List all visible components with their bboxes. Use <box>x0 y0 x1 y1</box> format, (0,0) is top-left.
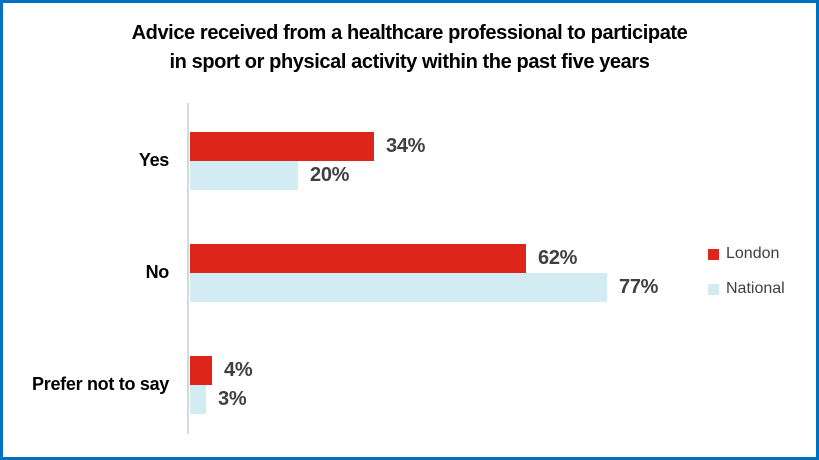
bar-national-yes <box>190 161 298 190</box>
value-label-london-yes: 34% <box>386 135 426 157</box>
national-swatch-icon <box>708 283 719 295</box>
category-label-prefer-not-to-say: Prefer not to say <box>32 374 169 394</box>
value-label-national-no: 77% <box>619 276 659 298</box>
bar-london-no <box>190 244 526 273</box>
category-label-yes: Yes <box>138 150 169 170</box>
chart-title-line2: in sport or physical activity within the… <box>169 51 650 73</box>
legend-item-london: London <box>708 243 785 265</box>
bar-london-yes <box>190 132 374 161</box>
chart-title-line1: Advice received from a healthcare profes… <box>131 22 688 44</box>
y-axis-line <box>187 103 189 434</box>
value-label-london-prefer-not-to-say: 4% <box>224 359 253 381</box>
value-label-national-prefer-not-to-say: 3% <box>218 388 247 410</box>
value-label-london-no: 62% <box>538 247 578 269</box>
chart-title: Advice received from a healthcare profes… <box>3 19 816 77</box>
legend-label-london: London <box>726 245 780 262</box>
bar-national-prefer-not-to-say <box>190 385 206 414</box>
bar-national-no <box>190 273 607 302</box>
london-swatch-icon <box>708 248 719 260</box>
legend-label-national: National <box>726 280 785 297</box>
bar-london-prefer-not-to-say <box>190 356 212 385</box>
legend-item-national: National <box>708 278 785 300</box>
value-label-national-yes: 20% <box>310 164 350 186</box>
legend: London National <box>708 243 785 313</box>
plot-area: Yes 34% 20% No 62% 77% Prefer not to say 4% 3% <box>3 3 816 457</box>
category-label-no: No <box>145 262 170 282</box>
